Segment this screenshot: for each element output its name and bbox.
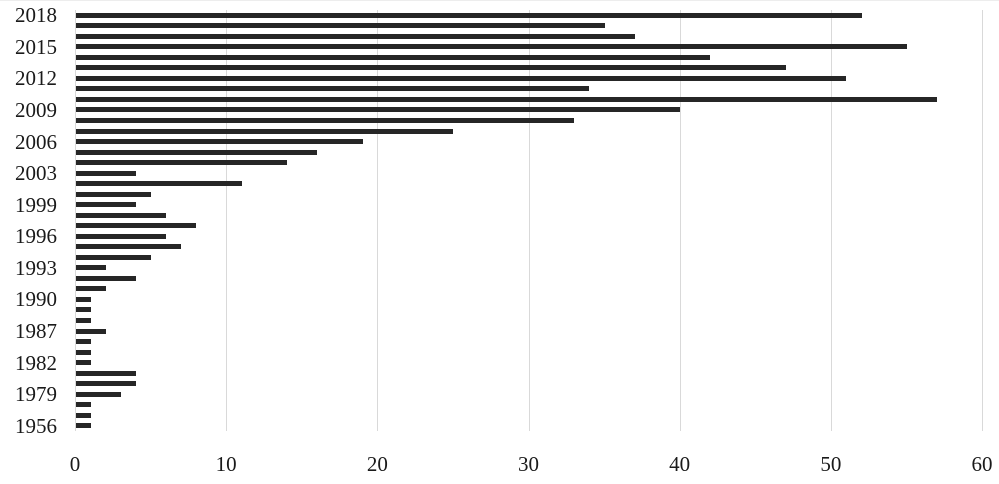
bar-row-37 [75,402,91,408]
y-tick-label-1990: 1990 [15,287,57,312]
y-tick-label-1999: 1999 [15,192,57,217]
y-tick-label-2006: 2006 [15,129,57,154]
bar-row-2 [75,33,635,39]
x-tick-label-40: 40 [669,452,691,476]
bar-row-18 [75,202,136,208]
bar-row-35 [75,381,136,387]
y-tick-label-2012: 2012 [15,66,57,91]
bar-row-15 [75,170,136,176]
x-axis-line [0,0,999,1]
gridline-x-0 [75,10,76,431]
bar-row-27 [75,296,91,302]
bar-row-33 [75,360,91,366]
bar-row-11 [75,128,454,134]
y-tick-label-1956: 1956 [15,413,57,438]
bar-row-8 [75,96,938,102]
x-tick-label-50: 50 [820,452,842,476]
bar-row-24 [75,265,106,271]
bar-row-9 [75,107,681,113]
bar-row-36 [75,391,121,397]
bar-row-23 [75,254,152,260]
bar-row-4 [75,54,711,60]
gridline-x-20 [377,10,379,431]
bar-row-29 [75,317,91,323]
x-tick-label-30: 30 [518,452,539,476]
y-tick-label-1982: 1982 [15,350,57,375]
y-tick-label-2009: 2009 [15,97,57,122]
bar-row-17 [75,191,152,197]
x-tick-label-20: 20 [366,452,388,476]
bar-row-28 [75,307,91,313]
bar-row-19 [75,212,167,218]
bar-row-38 [75,412,91,418]
gridline-x-40 [679,10,681,431]
bar-row-5 [75,65,786,71]
bar-row-22 [75,244,182,250]
bar-row-32 [75,349,91,355]
bar-row-7 [75,86,590,92]
x-tick-label-0: 0 [69,452,81,476]
y-tick-label-2015: 2015 [15,34,57,59]
y-tick-label-2018: 2018 [15,3,57,28]
bar-row-10 [75,118,575,123]
bar-row-3 [75,44,907,50]
bar-row-34 [75,370,136,376]
bar-row-13 [75,149,318,155]
bar-row-39 [75,423,91,429]
bar-row-26 [75,286,106,292]
bar-row-0 [75,12,862,18]
bar-row-16 [75,181,242,187]
bar-row-30 [75,328,106,334]
bar-row-31 [75,339,91,345]
gridline-x-30 [528,10,530,431]
bar-row-25 [75,275,136,281]
bar-row-12 [75,139,363,145]
bar-row-6 [75,75,847,81]
gridline-x-60 [982,10,983,431]
bar-row-14 [75,160,288,166]
x-tick-label-10: 10 [215,452,237,476]
bar-row-21 [75,233,167,239]
y-tick-label-1987: 1987 [15,319,57,343]
y-tick-label-1993: 1993 [15,255,57,280]
y-tick-label-2003: 2003 [15,161,57,186]
gridline-x-50 [830,10,832,431]
bar-row-1 [75,23,605,29]
bar-row-20 [75,223,197,229]
gridline-x-10 [226,10,228,431]
x-tick-label-60: 60 [971,452,993,476]
y-tick-label-1996: 1996 [15,224,57,249]
y-tick-label-1979: 1979 [15,382,57,407]
